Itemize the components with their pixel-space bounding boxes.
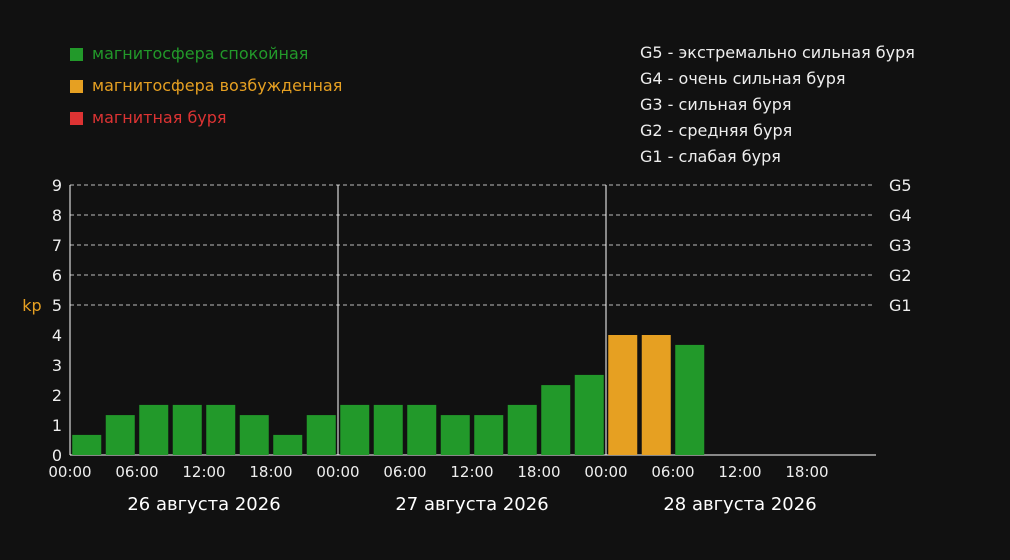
kp-bar — [373, 404, 403, 455]
y-tick-label: 7 — [52, 236, 62, 255]
kp-bar — [273, 434, 303, 455]
kp-bar — [239, 415, 269, 455]
right-axis-label: G1 — [889, 296, 912, 315]
kp-bar — [440, 415, 470, 455]
x-tick-label: 12:00 — [182, 463, 225, 481]
storm-scale-legend: G5 - экстремально сильная буря G4 - очень… — [640, 43, 915, 166]
right-axis-label: G3 — [889, 236, 912, 255]
y-tick-label: 5 — [52, 296, 62, 315]
x-tick-label: 18:00 — [517, 463, 560, 481]
y-tick-label: 1 — [52, 416, 62, 435]
y-tick-label: 6 — [52, 266, 62, 285]
legend-label: магнитосфера спокойная — [92, 44, 308, 63]
y-tick-label: 8 — [52, 206, 62, 225]
bars — [72, 335, 705, 455]
kp-bar — [474, 415, 504, 455]
x-tick-label: 12:00 — [718, 463, 761, 481]
right-axis-label: G2 — [889, 266, 912, 285]
legend-label: магнитосфера возбужденная — [92, 76, 342, 95]
kp-bar — [574, 374, 604, 455]
kp-bar — [306, 415, 336, 455]
storm-scale-item: G5 - экстремально сильная буря — [640, 43, 915, 62]
x-tick-label: 12:00 — [450, 463, 493, 481]
storm-scale-item: G4 - очень сильная буря — [640, 69, 846, 88]
right-axis-label: G5 — [889, 176, 912, 195]
x-tick-label: 00:00 — [48, 463, 91, 481]
axes — [69, 185, 876, 456]
kp-bar — [675, 344, 705, 455]
kp-bar — [608, 335, 638, 455]
x-tick-label: 06:00 — [115, 463, 158, 481]
y-tick-label: 3 — [52, 356, 62, 375]
axis-labels: 0 1 2 3 4 5 6 7 8 9 kp 00:00 06:00 12:00 18:00 26 авгус… — [22, 176, 828, 515]
right-axis-label: G4 — [889, 206, 912, 225]
y-tick-label: 4 — [52, 326, 62, 345]
kp-bar — [541, 385, 571, 455]
y-tick-label: 9 — [52, 176, 62, 195]
x-tick-label: 00:00 — [316, 463, 359, 481]
x-tick-label: 00:00 — [584, 463, 627, 481]
y-tick-label: 2 — [52, 386, 62, 405]
y-tick-label: 0 — [52, 446, 62, 465]
y-axis-title: kp — [22, 296, 41, 315]
kp-bar — [507, 404, 537, 455]
day-label: 26 августа 2026 — [127, 494, 280, 515]
kp-bar — [139, 404, 169, 455]
kp-bar — [407, 404, 437, 455]
kp-bar — [641, 335, 671, 455]
x-tick-label: 06:00 — [651, 463, 694, 481]
legend-swatch — [70, 80, 83, 93]
kp-bar — [172, 404, 202, 455]
storm-scale-item: G1 - слабая буря — [640, 147, 781, 166]
kp-bar — [105, 415, 135, 455]
x-tick-label: 18:00 — [785, 463, 828, 481]
kp-bar — [72, 434, 102, 455]
legend: магнитосфера спокойная магнитосфера возбу… — [70, 44, 342, 127]
day-label: 28 августа 2026 — [663, 494, 816, 515]
day-label: 27 августа 2026 — [395, 494, 548, 515]
x-tick-label: 18:00 — [249, 463, 292, 481]
storm-scale-item: G2 - средняя буря — [640, 121, 792, 140]
kp-bar — [340, 404, 370, 455]
grid: G1 G2 G3 G4 G5 — [70, 176, 912, 315]
legend-swatch — [70, 48, 83, 61]
x-tick-label: 06:00 — [383, 463, 426, 481]
storm-scale-item: G3 - сильная буря — [640, 95, 791, 114]
legend-swatch — [70, 112, 83, 125]
legend-label: магнитная буря — [92, 108, 227, 127]
kp-bar — [206, 404, 236, 455]
